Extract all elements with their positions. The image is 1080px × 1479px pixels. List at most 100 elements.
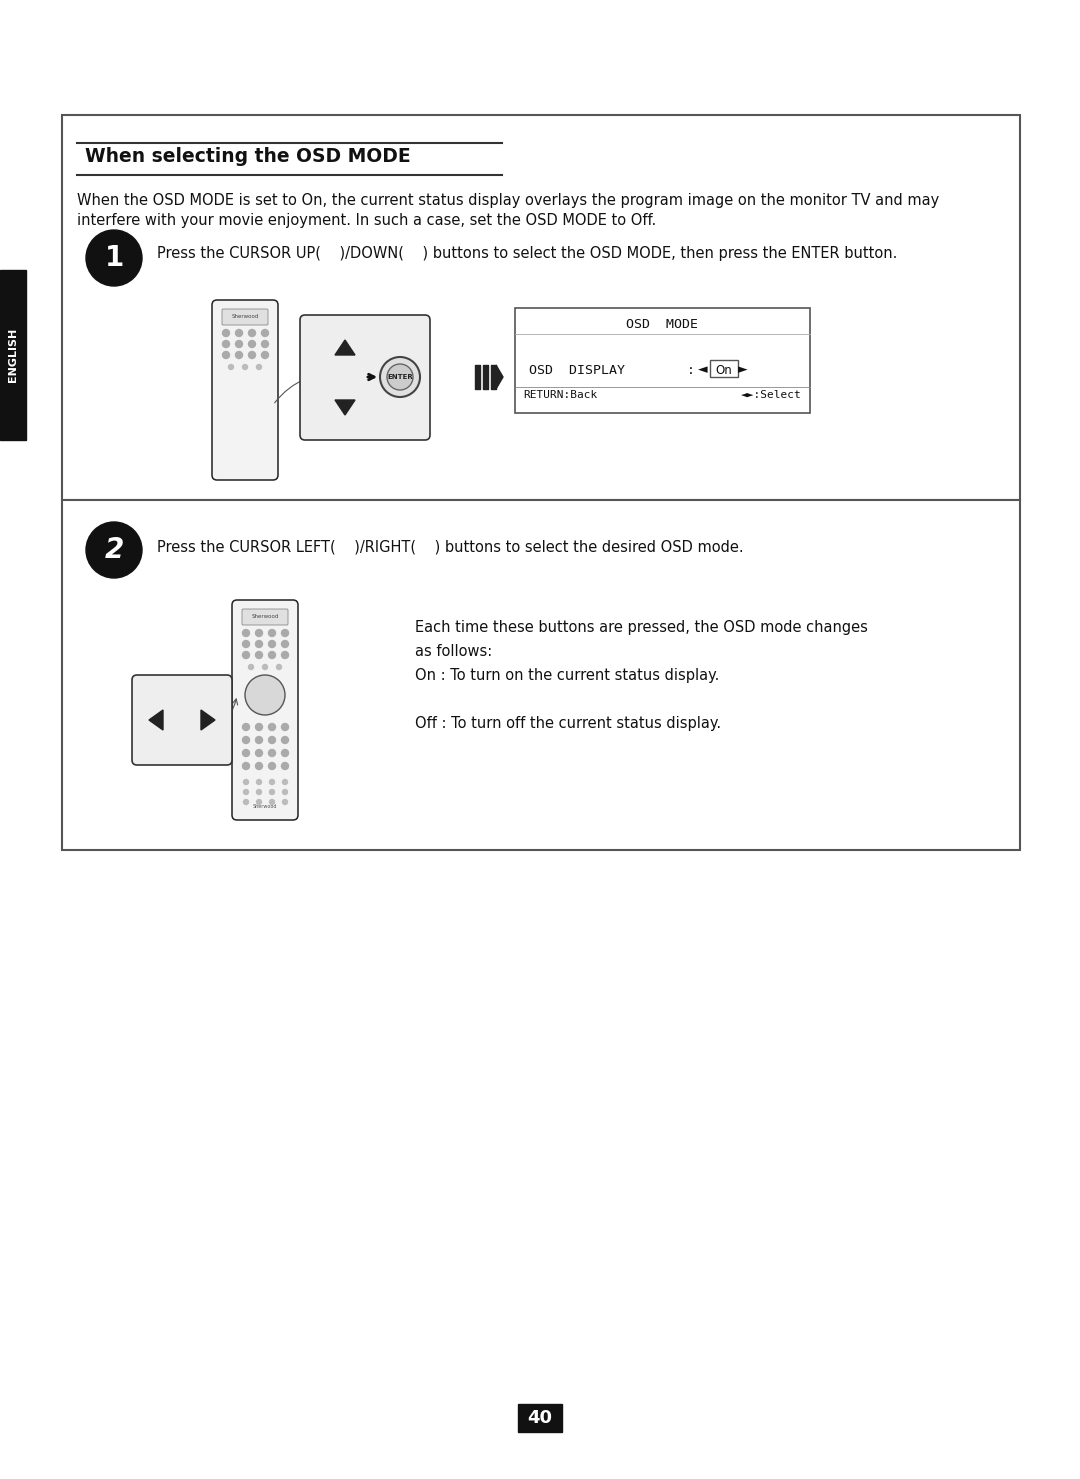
Circle shape bbox=[257, 779, 261, 784]
Circle shape bbox=[256, 652, 262, 658]
Circle shape bbox=[243, 763, 249, 769]
Circle shape bbox=[222, 340, 229, 348]
Text: Sherwood: Sherwood bbox=[252, 614, 279, 620]
Circle shape bbox=[245, 674, 285, 714]
Circle shape bbox=[243, 750, 249, 756]
Text: :: : bbox=[687, 364, 696, 377]
Circle shape bbox=[222, 352, 229, 358]
FancyBboxPatch shape bbox=[710, 359, 738, 377]
Circle shape bbox=[282, 652, 288, 658]
FancyBboxPatch shape bbox=[222, 309, 268, 325]
Circle shape bbox=[256, 737, 262, 744]
Text: Press the CURSOR UP(    )/DOWN(    ) buttons to select the OSD MODE, then press : Press the CURSOR UP( )/DOWN( ) buttons t… bbox=[157, 246, 897, 260]
Text: When selecting the OSD MODE: When selecting the OSD MODE bbox=[85, 146, 410, 166]
Circle shape bbox=[243, 737, 249, 744]
Circle shape bbox=[270, 800, 274, 805]
Circle shape bbox=[257, 790, 261, 794]
Circle shape bbox=[282, 750, 288, 756]
Text: ENTER: ENTER bbox=[387, 374, 413, 380]
Circle shape bbox=[86, 231, 141, 285]
Text: Off : To turn off the current status display.: Off : To turn off the current status dis… bbox=[415, 716, 721, 731]
Circle shape bbox=[243, 723, 249, 731]
Circle shape bbox=[235, 330, 243, 337]
Circle shape bbox=[256, 763, 262, 769]
Circle shape bbox=[261, 330, 269, 337]
Text: as follows:: as follows: bbox=[415, 643, 492, 660]
Circle shape bbox=[243, 800, 248, 805]
Text: Each time these buttons are pressed, the OSD mode changes: Each time these buttons are pressed, the… bbox=[415, 620, 868, 634]
FancyBboxPatch shape bbox=[132, 674, 232, 765]
Circle shape bbox=[243, 790, 248, 794]
Circle shape bbox=[256, 750, 262, 756]
Text: Press the CURSOR LEFT(    )/RIGHT(    ) buttons to select the desired OSD mode.: Press the CURSOR LEFT( )/RIGHT( ) button… bbox=[157, 540, 744, 555]
Text: ►: ► bbox=[738, 364, 747, 377]
Circle shape bbox=[248, 330, 256, 337]
Circle shape bbox=[243, 779, 248, 784]
FancyBboxPatch shape bbox=[300, 315, 430, 439]
Circle shape bbox=[256, 723, 262, 731]
Circle shape bbox=[235, 340, 243, 348]
Text: On: On bbox=[716, 364, 732, 377]
Text: ◄: ◄ bbox=[698, 364, 707, 377]
Circle shape bbox=[248, 340, 256, 348]
Circle shape bbox=[269, 652, 275, 658]
Text: When the OSD MODE is set to On, the current status display overlays the program : When the OSD MODE is set to On, the curr… bbox=[77, 192, 940, 209]
Text: 1: 1 bbox=[105, 244, 123, 272]
Circle shape bbox=[243, 630, 249, 636]
Circle shape bbox=[269, 630, 275, 636]
Circle shape bbox=[269, 750, 275, 756]
Circle shape bbox=[261, 352, 269, 358]
Polygon shape bbox=[335, 340, 355, 355]
Bar bbox=[0, 271, 26, 439]
Text: 2: 2 bbox=[105, 535, 123, 563]
Bar bbox=[62, 115, 1020, 500]
Text: OSD  DISPLAY: OSD DISPLAY bbox=[529, 364, 625, 377]
Polygon shape bbox=[201, 710, 215, 731]
Text: interfere with your movie enjoyment. In such a case, set the OSD MODE to Off.: interfere with your movie enjoyment. In … bbox=[77, 213, 657, 228]
Text: On : To turn on the current status display.: On : To turn on the current status displ… bbox=[415, 669, 719, 683]
Circle shape bbox=[282, 737, 288, 744]
Circle shape bbox=[387, 364, 413, 390]
Circle shape bbox=[222, 330, 229, 337]
FancyBboxPatch shape bbox=[232, 600, 298, 819]
Circle shape bbox=[86, 522, 141, 578]
Bar bbox=[518, 1404, 562, 1432]
Circle shape bbox=[283, 800, 287, 805]
Bar bbox=[515, 308, 810, 413]
Circle shape bbox=[282, 640, 288, 648]
FancyBboxPatch shape bbox=[242, 609, 288, 626]
Circle shape bbox=[269, 763, 275, 769]
Circle shape bbox=[269, 723, 275, 731]
Circle shape bbox=[282, 723, 288, 731]
Text: ◄►:Select: ◄►:Select bbox=[741, 390, 802, 399]
Circle shape bbox=[256, 630, 262, 636]
Polygon shape bbox=[496, 365, 503, 389]
Circle shape bbox=[269, 640, 275, 648]
Circle shape bbox=[283, 790, 287, 794]
Circle shape bbox=[243, 652, 249, 658]
Circle shape bbox=[243, 640, 249, 648]
FancyBboxPatch shape bbox=[212, 300, 278, 481]
Circle shape bbox=[261, 340, 269, 348]
Circle shape bbox=[235, 352, 243, 358]
Text: ENGLISH: ENGLISH bbox=[8, 328, 18, 382]
Circle shape bbox=[262, 664, 268, 670]
Bar bbox=[62, 500, 1020, 850]
Text: 40: 40 bbox=[527, 1409, 553, 1427]
Text: RETURN:Back: RETURN:Back bbox=[523, 390, 597, 399]
Circle shape bbox=[257, 364, 261, 370]
Text: Sherwood: Sherwood bbox=[231, 315, 259, 319]
Polygon shape bbox=[149, 710, 163, 731]
Text: OSD  MODE: OSD MODE bbox=[626, 318, 699, 330]
Circle shape bbox=[248, 664, 254, 670]
Polygon shape bbox=[335, 399, 355, 416]
Circle shape bbox=[270, 790, 274, 794]
Circle shape bbox=[270, 779, 274, 784]
Circle shape bbox=[248, 352, 256, 358]
Circle shape bbox=[257, 800, 261, 805]
Circle shape bbox=[283, 779, 287, 784]
Circle shape bbox=[282, 630, 288, 636]
Circle shape bbox=[269, 737, 275, 744]
Circle shape bbox=[282, 763, 288, 769]
Circle shape bbox=[229, 364, 233, 370]
